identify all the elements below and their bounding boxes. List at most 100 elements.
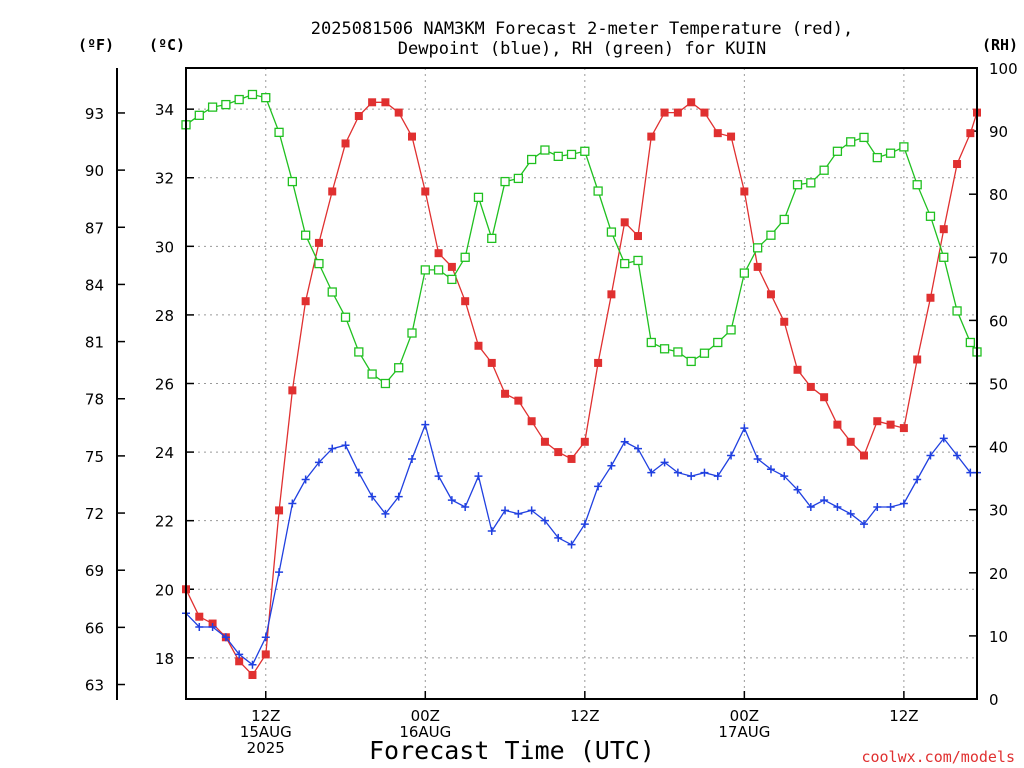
temperature-point [195,612,204,621]
celsius-tick-label: 24 [155,444,174,462]
dewpoint-point [474,472,483,481]
dewpoint-point [434,472,443,481]
rh-point [553,151,563,161]
x-tick-label: 15AUG [240,723,292,741]
rh-point [739,268,750,278]
temperature-point [713,129,722,138]
rh-tick-label: 90 [989,123,1008,141]
dewpoint-point [806,502,815,511]
rh-point [806,178,816,188]
temperature-point [727,132,736,141]
dewpoint-point [673,468,682,477]
x-tick-label: 00Z [730,707,759,725]
celsius-tick-label: 34 [155,101,174,119]
x-tick-label: 12Z [889,707,918,725]
rh-point [593,186,603,196]
temperature-point [594,358,603,367]
temperature-point [647,132,656,141]
rh-point [327,287,337,297]
x-tick-label: 16AUG [399,723,451,741]
rh-point [194,110,204,120]
dewpoint-point [527,506,536,515]
fahrenheit-tick-label: 72 [85,505,104,523]
rh-point [566,149,577,160]
dewpoint-point [341,441,350,450]
temperature-point [421,187,430,196]
temperature-point [447,262,456,271]
rh-point [500,176,510,187]
dewpoint-point [501,506,510,515]
rh-point [540,145,550,155]
rh-point [872,152,882,163]
rh-point [420,265,430,275]
temperature-point [780,317,789,326]
temperature-point [554,448,563,457]
temperature-point [580,437,589,446]
celsius-tick-label: 18 [155,650,174,668]
temperature-point [408,132,416,141]
dewpoint-point [208,622,217,631]
temperature-point [913,355,922,364]
fahrenheit-tick-label: 78 [85,391,104,409]
dewpoint-point [634,444,642,453]
dewpoint-point [514,509,523,518]
dewpoint-point [567,540,576,549]
celsius-tick-label: 32 [155,170,174,188]
rh-point [659,344,670,354]
rh-point [832,146,843,156]
temperature-point [474,341,483,350]
dewpoint-point [447,496,456,505]
temperature-point [514,396,523,405]
rh-point [726,325,736,335]
rh-point [394,363,404,373]
dewpoint-point [620,437,629,446]
rh-point [965,337,976,348]
dewpoint-point [195,622,204,631]
temperature-point [394,108,403,117]
rh-point [846,137,856,147]
dewpoint-point [381,509,390,518]
dewpoint-point [235,650,244,659]
fahrenheit-tick-label: 93 [85,105,104,123]
celsius-tick-label: 20 [155,581,174,599]
dewpoint-point [727,451,736,460]
temperature-point [341,139,350,148]
dewpoint-point [301,475,310,484]
fahrenheit-tick-label: 66 [85,619,104,637]
x-tick-label: 2025 [247,739,285,757]
dewpoint-point [899,499,908,508]
x-tick-label: 17AUG [718,723,770,741]
temperature-point [860,451,868,460]
x-tick-label: 12Z [251,707,280,725]
rh-tick-label: 40 [989,439,1008,457]
fahrenheit-tick-label: 69 [85,562,104,580]
axes: 63 66 69 72 75 78 81 84 87 90 93 18 20 22 24 26 28 30 32 34… [85,60,1018,757]
rh-point [526,154,537,165]
temperature-point [275,506,284,515]
temperature-point [700,108,709,117]
rh-point [686,356,696,367]
rh-tick-label: 0 [989,691,999,709]
fahrenheit-tick-label: 87 [85,219,104,237]
temperature-point [261,650,270,659]
rh-point [354,347,364,357]
temperature-point [461,297,470,306]
temperature-point [899,424,908,433]
celsius-tick-label: 28 [155,307,174,325]
rh-tick-label: 80 [989,186,1008,204]
dewpoint-point [421,420,430,429]
rh-point [261,93,271,103]
fahrenheit-tick-label: 63 [85,677,104,695]
dewpoint-point [846,509,855,518]
rh-point [247,89,258,100]
dewpoint-point [328,444,337,453]
rh-point [673,347,683,357]
rh-tick-label: 70 [989,249,1008,267]
rh-point [487,233,497,244]
temperature-point [634,232,642,241]
chart-title-line-1: 2025081506 NAM3KM Forecast 2-meter Tempe… [311,19,853,39]
dewpoint-point [687,472,696,481]
rh-unit-label: (RH) [982,36,1018,54]
celsius-tick-label: 22 [155,513,174,531]
rh-point [952,306,962,316]
